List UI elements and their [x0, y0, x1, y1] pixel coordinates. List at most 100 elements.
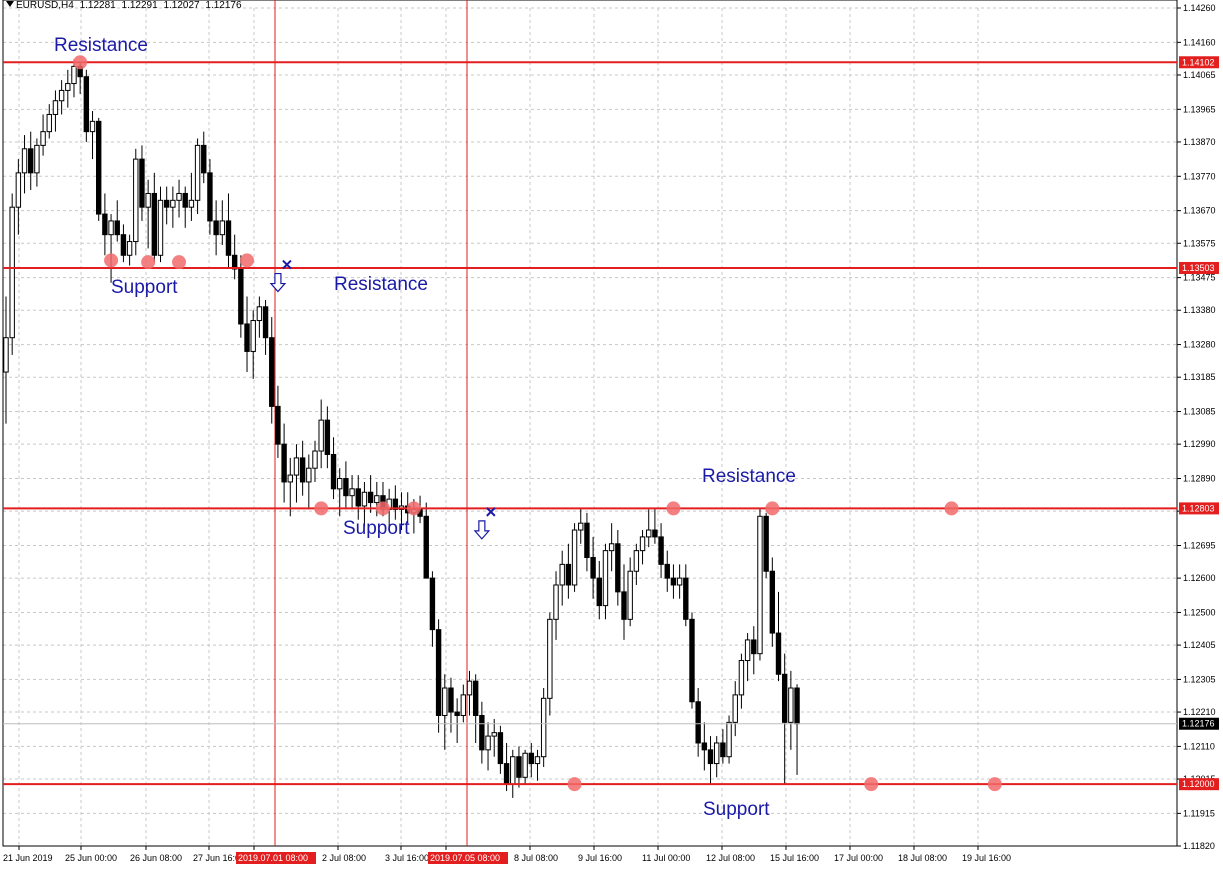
touch-point-dot [567, 777, 582, 792]
candle-bullish [52, 100, 59, 115]
candle-bullish [3, 337, 9, 373]
annotation-support-3: Support [703, 799, 770, 820]
candle-bearish [658, 536, 664, 565]
touch-point-dot [944, 501, 959, 516]
candle-bearish [497, 732, 504, 765]
candle-bearish [114, 220, 120, 236]
candle-bearish [182, 192, 188, 208]
candle-bullish [571, 529, 578, 586]
candle-bearish [330, 453, 337, 490]
level-price-tag [1179, 56, 1219, 69]
candle-bearish [355, 488, 361, 507]
touch-point-dot [406, 501, 421, 516]
candle-bearish [213, 220, 219, 236]
candle-bullish [293, 457, 300, 476]
touch-point-dot [314, 501, 329, 516]
candle-bullish [157, 199, 164, 256]
touch-point-dot [240, 253, 255, 268]
candle-bearish [454, 711, 460, 716]
candle-bullish [442, 687, 448, 716]
time-highlight-tag [428, 852, 508, 864]
ohlc-low: 1.12027 [163, 0, 200, 11]
time-tick-label: 11 Jul 00:00 [642, 853, 690, 863]
candle-bearish [794, 687, 800, 725]
time-tick-label: 18 Jul 08:00 [898, 853, 947, 863]
ohlc-high: 1.12291 [121, 0, 158, 11]
candle-bullish [219, 220, 226, 236]
price-tick-label: 1.13770 [1183, 171, 1216, 181]
candle-bearish [695, 701, 701, 744]
candle-bearish [96, 120, 102, 215]
candle-bearish [139, 158, 145, 208]
time-tick-label: 8 Jul 08:00 [514, 853, 558, 863]
candle-bullish [732, 694, 738, 723]
time-axis: 21 Jun 2019 25 Jun 00:00 26 Jun 08:00 27 Ju… [3, 846, 1011, 864]
touch-point-dot [73, 55, 88, 70]
candle-bullish [65, 83, 71, 91]
candle-bullish [553, 584, 559, 620]
candle-bearish [281, 443, 287, 483]
candle-bullish [306, 467, 312, 483]
annotation-support-2: Support [343, 518, 410, 539]
candle-bearish [472, 680, 479, 716]
candle-bullish [485, 735, 491, 751]
candle-bearish [83, 76, 90, 133]
candle-bearish [763, 515, 769, 572]
time-tick-label: 17 Jul 00:00 [834, 853, 883, 863]
candle-bullish [170, 199, 176, 208]
candle-bearish [207, 172, 213, 222]
candle-bullish [188, 199, 195, 208]
candle-bullish [627, 570, 633, 620]
candle-bullish [676, 577, 683, 586]
touch-point-dot [666, 501, 681, 516]
signal-cross-icon [282, 259, 292, 270]
candle-bearish [590, 557, 596, 579]
price-tick-label: 1.13575 [1183, 238, 1216, 248]
touch-points [73, 55, 1002, 792]
candle-bearish [781, 673, 788, 723]
candle-bearish [701, 742, 708, 751]
time-tick-label: 27 Jun 16:00 [193, 853, 245, 863]
ohlc-close: 1.12176 [205, 0, 242, 11]
candle-bearish [775, 632, 782, 675]
time-tick-label: 9 Jul 16:00 [578, 853, 622, 863]
candle-bullish [540, 697, 547, 758]
level-price-tag [1179, 502, 1219, 515]
signal-arrows [269, 259, 496, 540]
price-tick-label: 1.13085 [1183, 407, 1216, 417]
candle-bullish [522, 752, 528, 778]
candle-bullish [89, 120, 96, 133]
candle-bullish [559, 563, 565, 586]
candle-bullish [374, 495, 380, 504]
price-tick-label: 1.14260 [1183, 3, 1216, 13]
candle-bearish [689, 618, 695, 703]
level-price-label: 1.12000 [1182, 779, 1215, 789]
price-tick-label: 1.12990 [1183, 439, 1216, 449]
level-price-label: 1.14102 [1182, 57, 1215, 67]
sell-arrow-icon [473, 520, 491, 540]
candle-bullish [145, 192, 151, 208]
candle-bullish [133, 158, 139, 243]
candle-bearish [163, 199, 170, 208]
touch-point-dot [765, 501, 780, 516]
candle-bearish [528, 752, 534, 765]
annotation-resistance-3: Resistance [702, 466, 796, 487]
candle-bullish [738, 660, 745, 696]
time-tick-label: 2 Jul 08:00 [322, 853, 366, 863]
time-tick-label: 3 Jul 16:00 [385, 853, 429, 863]
price-tick-label: 1.14065 [1183, 70, 1216, 80]
touch-point-dot [104, 253, 119, 268]
candle-bullish [287, 474, 293, 483]
candle-bearish [621, 591, 627, 620]
candle-bearish [269, 337, 275, 407]
candle-bullish [71, 65, 77, 85]
current-price-tag [1179, 717, 1219, 730]
candle-bearish [596, 577, 602, 607]
candle-bullish [21, 148, 28, 174]
price-tick-label: 1.13380 [1183, 305, 1216, 315]
annotation-resistance-1: Resistance [54, 35, 148, 56]
candle-bullish [547, 618, 553, 699]
candle-bearish [151, 192, 158, 256]
